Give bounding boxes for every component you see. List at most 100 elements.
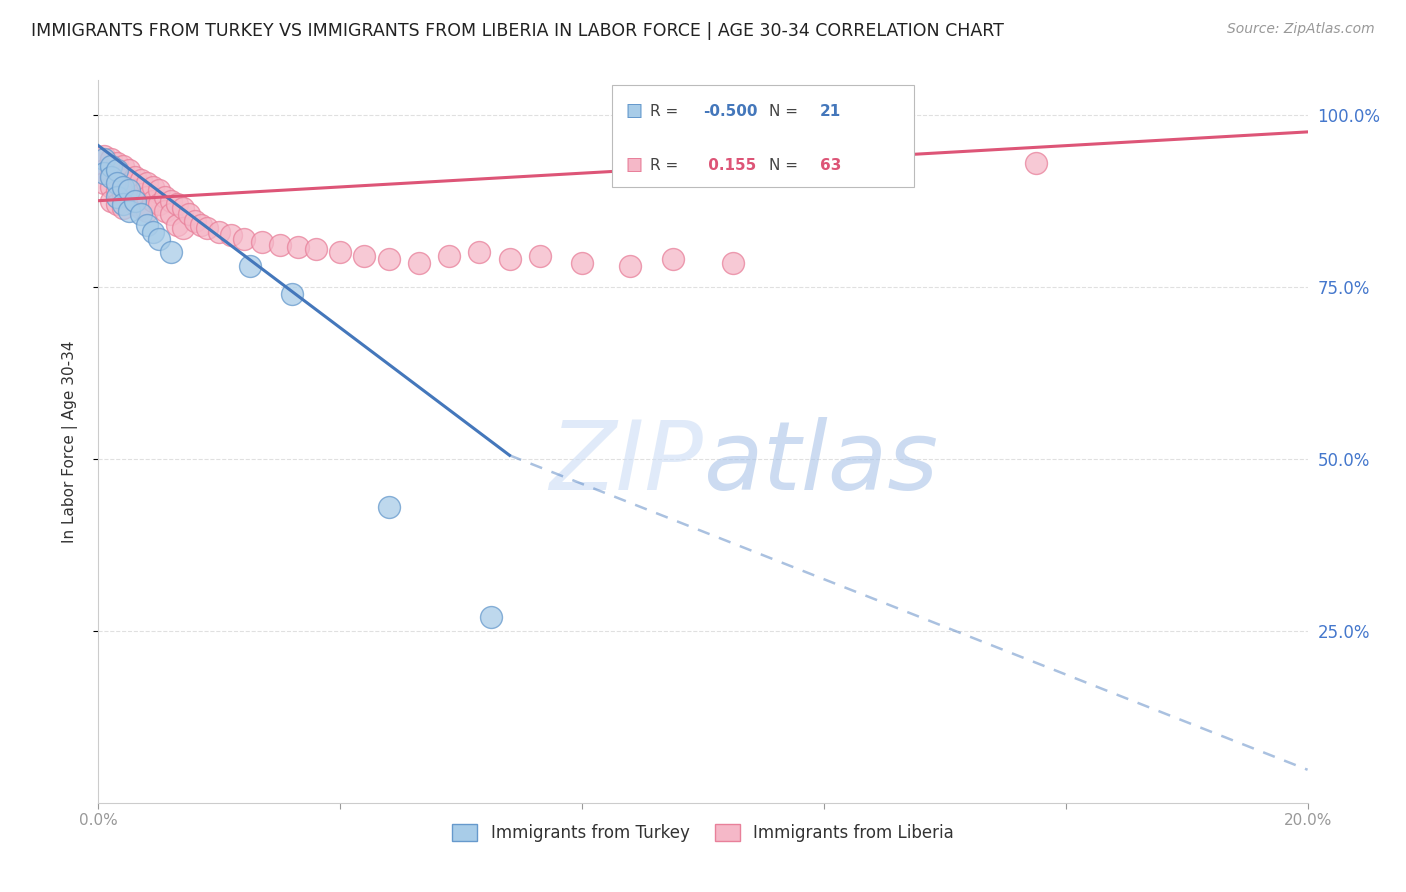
Point [166,197,188,211]
Text: ZIP: ZIP [550,417,703,509]
Point [437,249,460,263]
Point [105,190,128,204]
Text: IMMIGRANTS FROM TURKEY VS IMMIGRANTS FROM LIBERIA IN LABOR FORCE | AGE 30-34 COR: IMMIGRANTS FROM TURKEY VS IMMIGRANTS FRO… [31,22,1004,40]
Point [498,252,520,267]
Point [529,249,551,263]
Point [100,166,122,180]
Point [571,255,593,269]
Text: 21: 21 [820,104,841,119]
Text: -0.500: -0.500 [703,104,758,119]
Point [221,228,243,243]
Point [377,500,399,514]
Point [100,153,122,167]
Point [118,204,141,219]
Point [111,159,134,173]
Point [153,204,176,219]
Point [195,221,218,235]
Point [661,252,683,267]
Point [619,259,641,273]
Point [172,201,194,215]
Point [118,177,141,191]
Point [190,218,212,232]
Text: N =: N = [769,104,803,119]
Point [172,221,194,235]
Point [142,194,165,208]
Point [93,166,115,180]
Point [129,173,152,187]
Point [124,169,146,184]
Point [160,194,183,208]
Point [93,162,115,177]
Point [250,235,273,249]
Point [135,218,157,232]
Point [166,218,188,232]
Point [129,207,152,221]
Point [93,177,115,191]
Point [118,190,141,204]
Point [129,186,152,201]
Point [232,231,254,245]
Text: atlas: atlas [703,417,938,509]
Point [118,162,141,177]
Text: Source: ZipAtlas.com: Source: ZipAtlas.com [1227,22,1375,37]
Point [100,169,122,184]
Point [305,242,328,256]
Text: □: □ [626,103,643,120]
Point [124,194,146,208]
Point [269,238,291,252]
Text: N =: N = [769,158,803,172]
Point [111,186,134,201]
Point [353,249,375,263]
Point [481,610,503,624]
Point [124,197,146,211]
Point [184,214,207,228]
Text: R =: R = [650,104,683,119]
Legend: Immigrants from Turkey, Immigrants from Liberia: Immigrants from Turkey, Immigrants from … [446,817,960,848]
Y-axis label: In Labor Force | Age 30-34: In Labor Force | Age 30-34 [62,340,77,543]
Point [160,207,183,221]
Point [153,190,176,204]
Text: □: □ [626,156,643,174]
Text: R =: R = [650,158,683,172]
Point [208,225,231,239]
Point [135,177,157,191]
Point [468,245,491,260]
Text: 63: 63 [820,158,841,172]
Point [105,162,128,177]
Point [100,194,122,208]
Point [377,252,399,267]
Point [111,173,134,187]
Point [408,255,430,269]
Point [148,183,170,197]
Point [723,255,745,269]
Point [118,183,141,197]
Point [100,159,122,173]
Point [148,231,170,245]
Point [100,180,122,194]
Point [111,201,134,215]
Point [105,156,128,170]
Point [239,259,262,273]
Text: ■: ■ [626,103,643,120]
Point [93,149,115,163]
Point [129,201,152,215]
Point [93,153,115,167]
Point [111,197,134,211]
Point [135,190,157,204]
Point [329,245,352,260]
Point [142,180,165,194]
Point [124,183,146,197]
Text: 0.155: 0.155 [703,158,756,172]
Point [148,197,170,211]
Point [1024,156,1046,170]
Text: ■: ■ [626,156,643,174]
Point [160,245,183,260]
Point [281,286,304,301]
Point [111,180,134,194]
Point [105,183,128,197]
Point [105,197,128,211]
Point [142,225,165,239]
Point [105,177,128,191]
Point [179,207,201,221]
Point [287,240,309,254]
